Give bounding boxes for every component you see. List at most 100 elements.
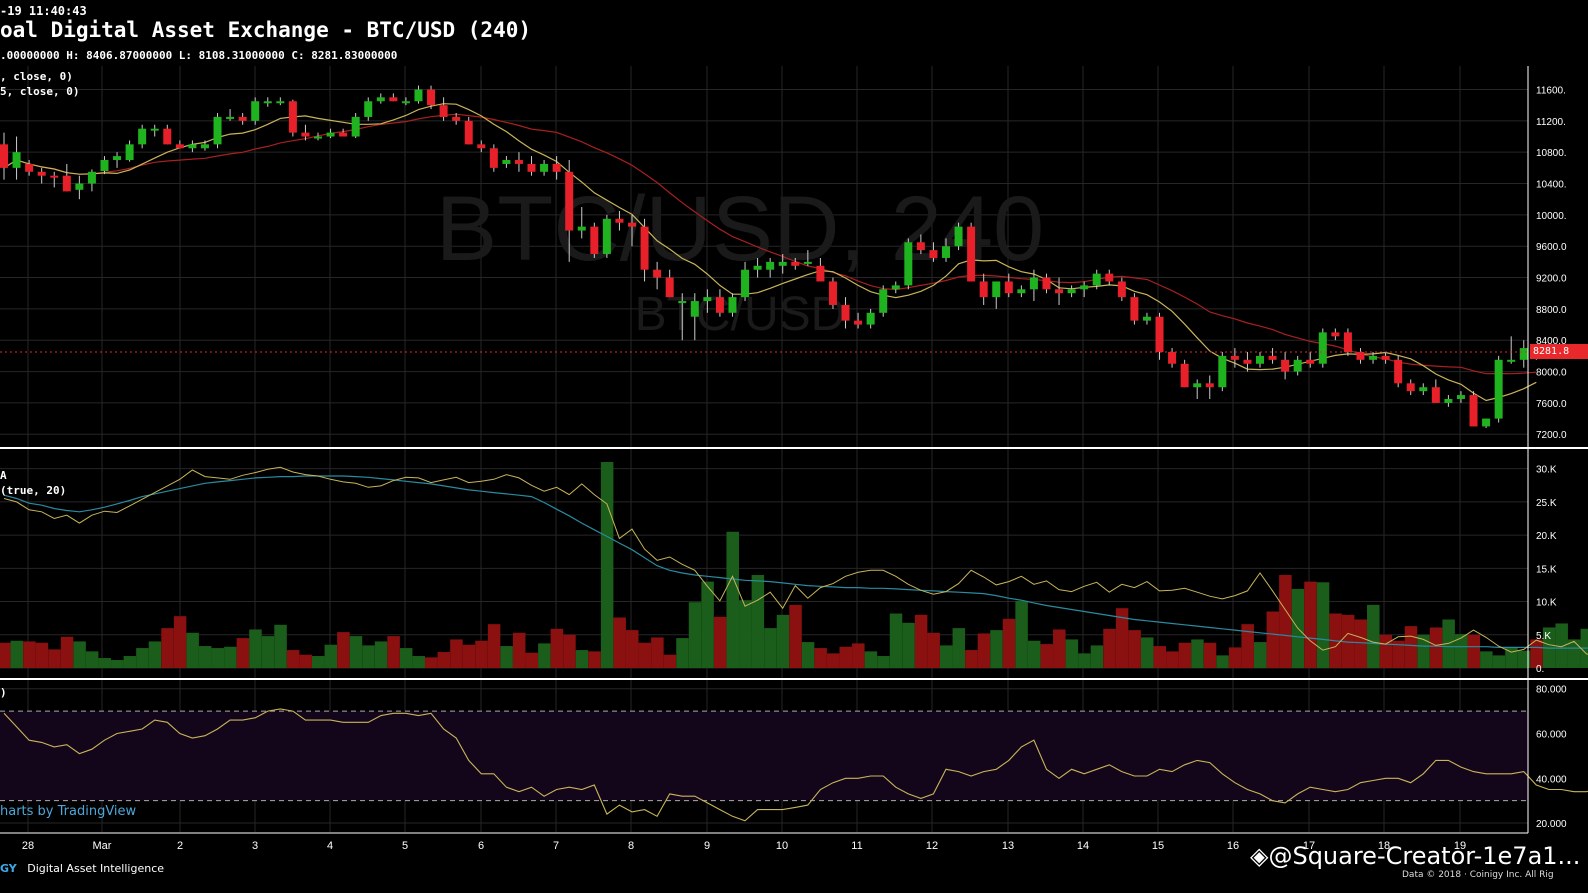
rsi-pane[interactable] <box>0 708 1588 822</box>
volume-bar <box>437 652 451 668</box>
x-tick-label: 3 <box>252 840 258 852</box>
candle-body <box>427 89 436 106</box>
volume-bar <box>751 574 765 668</box>
candle-body <box>992 281 1001 298</box>
price-tick-label: 7200.0 <box>1536 430 1567 441</box>
volume-bar <box>1266 611 1280 668</box>
volume-bar <box>638 642 652 668</box>
volume-bar <box>1065 639 1079 668</box>
candle-body <box>1444 398 1453 403</box>
price-tick-label: 10800. <box>1536 148 1567 159</box>
volume-tick-label: 30.K <box>1536 465 1557 476</box>
volume-bar <box>739 600 752 668</box>
candle-body <box>690 301 699 317</box>
candle-body <box>1456 395 1465 399</box>
ma-fast-label[interactable]: , close, 0) <box>0 70 73 83</box>
volume-bar <box>613 617 626 668</box>
candle-body <box>401 101 410 104</box>
volume-bar <box>186 632 199 668</box>
candle-body <box>75 183 84 190</box>
volume-tick-label: 5.K <box>1536 631 1551 642</box>
candle-body <box>1055 289 1064 294</box>
volume-bar <box>1053 629 1066 668</box>
candle-body <box>778 261 787 266</box>
price-tick-label: 11600. <box>1536 86 1566 97</box>
candle-body <box>301 132 310 137</box>
candle-body <box>226 116 235 119</box>
candle-body <box>527 163 536 172</box>
x-tick-label: 13 <box>1002 840 1014 852</box>
volume-oscillator-line <box>3 466 1588 655</box>
volume-bar <box>1417 634 1430 668</box>
volume-bar <box>663 654 677 668</box>
candle-body <box>1243 359 1252 364</box>
volume-bar <box>111 660 124 668</box>
volume-tick-label: 10.K <box>1536 598 1557 609</box>
price-tick-label: 9200.0 <box>1536 274 1567 285</box>
candle-body <box>376 97 385 102</box>
volume-bar <box>826 653 840 668</box>
volume-ma-label[interactable]: (true, 20) <box>0 484 67 497</box>
candle-body <box>703 297 712 302</box>
volume-bar <box>1492 655 1506 668</box>
volume-bar <box>1530 639 1543 668</box>
volume-bar <box>123 656 137 668</box>
volume-bar <box>1354 619 1367 668</box>
tradingview-credit-link[interactable]: harts by TradingView <box>0 804 137 819</box>
volume-bar <box>1392 640 1405 668</box>
volume-pane[interactable] <box>0 462 1588 668</box>
candle-body <box>1193 383 1202 388</box>
candle-body <box>816 265 825 282</box>
price-tick-label: 8800.0 <box>1536 305 1567 316</box>
volume-bar <box>1203 642 1217 668</box>
volume-bar <box>148 641 162 668</box>
candle-body <box>540 163 549 172</box>
volume-bar <box>990 630 1003 668</box>
volume-bar <box>713 616 727 668</box>
candle-body <box>954 226 963 247</box>
candle-body <box>577 226 586 231</box>
price-pane[interactable] <box>0 85 1541 428</box>
volume-bar <box>211 648 225 668</box>
rsi-label[interactable]: ) <box>0 686 7 699</box>
candle-body <box>100 160 109 171</box>
volume-bar <box>1367 604 1380 668</box>
x-tick-label: 5 <box>402 840 408 852</box>
candle-body <box>1306 359 1315 364</box>
volume-bar <box>1454 634 1468 668</box>
data-copyright: Data © 2018 · Coinigy Inc. All Rig <box>1402 870 1554 880</box>
volume-bar <box>1216 655 1229 668</box>
volume-bar <box>1241 624 1254 668</box>
candle-body <box>1180 363 1189 388</box>
volume-bar <box>726 531 739 668</box>
ma-slow-label[interactable]: 5, close, 0) <box>0 85 80 98</box>
candle-body <box>263 101 272 104</box>
candle-body <box>251 101 260 121</box>
candle-body <box>1419 387 1428 392</box>
volume-bar <box>412 656 425 668</box>
candle-body <box>854 320 863 325</box>
candle-body <box>150 128 159 131</box>
rsi-line <box>3 708 1588 822</box>
volume-bar <box>575 650 589 668</box>
brand-logo: GY <box>0 862 17 875</box>
rsi-tick-label: 60.000 <box>1536 729 1567 740</box>
candle-body <box>1042 277 1051 290</box>
candle-body <box>62 175 71 192</box>
volume-bar <box>1090 645 1104 668</box>
candle-body <box>766 261 775 270</box>
candle-body <box>276 101 285 104</box>
candle-body <box>414 89 423 102</box>
volume-bar <box>701 581 714 668</box>
volume-bar <box>1115 608 1129 668</box>
candle-body <box>803 261 812 264</box>
volume-bar <box>1279 574 1292 668</box>
candle-body <box>1331 332 1340 337</box>
x-tick-label: 12 <box>926 840 938 852</box>
volume-label[interactable]: A <box>0 469 7 482</box>
volume-bar <box>198 646 212 668</box>
volume-ma-line <box>3 475 1588 649</box>
volume-bar <box>1555 623 1568 668</box>
volume-bar <box>764 628 777 668</box>
